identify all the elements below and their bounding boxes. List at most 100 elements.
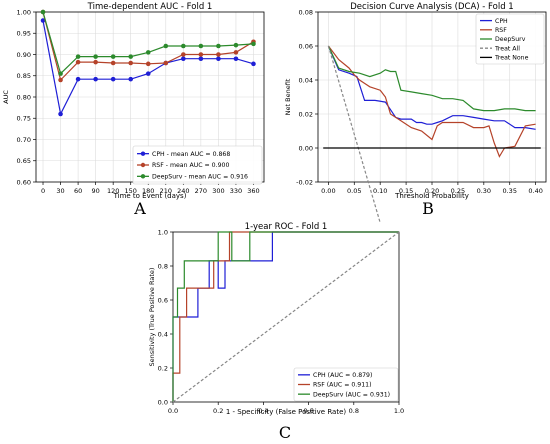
data-point bbox=[198, 52, 204, 57]
x-tick-label: 0.40 bbox=[528, 187, 542, 195]
legend-marker bbox=[140, 174, 146, 179]
x-tick-label: 0.30 bbox=[477, 187, 491, 195]
legend-label: DeepSurv bbox=[495, 36, 526, 43]
x-tick-label: 330 bbox=[230, 187, 242, 195]
data-point bbox=[110, 60, 116, 66]
data-point bbox=[198, 56, 204, 62]
y-tick-label: 0.90 bbox=[17, 51, 31, 59]
series-line-cph-auc-0-879 bbox=[172, 231, 399, 402]
x-tick-label: 0.6 bbox=[303, 407, 313, 415]
data-point bbox=[40, 9, 46, 15]
legend-label: CPH (AUC = 0.879) bbox=[313, 372, 372, 379]
y-axis-label: Sensitivity (True Positive Rate) bbox=[148, 268, 156, 367]
y-tick-label: 0.60 bbox=[17, 178, 31, 186]
x-tick-label: 300 bbox=[212, 187, 224, 195]
x-tick-label: 90 bbox=[91, 187, 99, 195]
y-tick-label: 0.85 bbox=[17, 72, 31, 80]
y-tick-label: 0.8 bbox=[158, 262, 168, 270]
x-axis-label: 1 - Specificity (False Positive Rate) bbox=[226, 408, 347, 416]
x-tick-label: 270 bbox=[195, 187, 207, 195]
y-tick-label: 0.65 bbox=[17, 157, 31, 165]
x-tick-label: 0.10 bbox=[373, 187, 387, 195]
data-point bbox=[251, 41, 256, 47]
y-tick-label: 0.4 bbox=[158, 330, 168, 338]
data-point bbox=[75, 54, 81, 59]
x-tick-label: 0.00 bbox=[321, 187, 335, 195]
series-line-deepsurv-auc-0-931 bbox=[172, 231, 399, 402]
x-tick-label: 240 bbox=[177, 187, 189, 195]
data-point bbox=[58, 71, 63, 76]
x-tick-label: 0.8 bbox=[349, 407, 359, 415]
x-tick-label: 0.2 bbox=[213, 407, 223, 415]
x-tick-label: 180 bbox=[142, 187, 154, 195]
legend-marker bbox=[140, 162, 146, 168]
data-point bbox=[58, 77, 63, 83]
x-axis-label: Time to Event (days) bbox=[113, 192, 187, 200]
chart-panel-A: 0 30 60 90 120 150 180 210 240 270 300 330 360 0.60 0.… bbox=[2, 2, 265, 218]
legend-label: CPH bbox=[495, 18, 508, 25]
series-line-reference bbox=[172, 231, 400, 403]
data-point bbox=[110, 54, 116, 59]
series-line-rsf bbox=[327, 45, 536, 158]
y-tick-label: 0.08 bbox=[299, 8, 313, 16]
chart-title: Time-dependent AUC - Fold 1 bbox=[87, 2, 213, 12]
x-tick-label: 360 bbox=[247, 187, 259, 195]
y-tick-label: 0.75 bbox=[17, 115, 31, 123]
series-line-treat-all bbox=[327, 45, 381, 223]
data-point bbox=[145, 50, 151, 55]
x-tick-label: 30 bbox=[56, 187, 64, 195]
data-point bbox=[93, 76, 98, 82]
x-tick-label: 210 bbox=[160, 187, 172, 195]
y-tick-label: -0.02 bbox=[296, 178, 313, 186]
series-line-deepsurv bbox=[327, 45, 536, 112]
data-point bbox=[216, 52, 221, 57]
series-line-cph bbox=[327, 45, 536, 130]
x-tick-label: 0.4 bbox=[258, 407, 268, 415]
legend-label: Treat None bbox=[494, 55, 529, 62]
data-point bbox=[128, 54, 134, 59]
x-tick-label: 120 bbox=[107, 187, 119, 195]
y-tick-label: 1.0 bbox=[158, 228, 168, 236]
data-point bbox=[233, 50, 239, 55]
data-point bbox=[75, 59, 81, 65]
x-tick-label: 0 bbox=[41, 187, 45, 195]
y-tick-label: 0.00 bbox=[299, 144, 313, 152]
y-tick-label: 0.6 bbox=[158, 296, 168, 304]
legend-label: CPH - mean AUC = 0.868 bbox=[152, 151, 230, 158]
data-point bbox=[216, 56, 221, 62]
data-point bbox=[198, 43, 204, 49]
data-point bbox=[233, 56, 239, 62]
panel-label: A bbox=[133, 199, 146, 218]
y-tick-label: 0.2 bbox=[158, 364, 168, 372]
data-point bbox=[110, 76, 116, 82]
data-point bbox=[251, 61, 256, 67]
data-point bbox=[181, 56, 186, 62]
y-tick-label: 0.06 bbox=[299, 42, 313, 50]
data-point bbox=[216, 43, 221, 49]
data-point bbox=[145, 61, 151, 67]
panel-label: C bbox=[279, 423, 291, 442]
legend-label: RSF (AUC = 0.911) bbox=[313, 382, 372, 389]
data-point bbox=[145, 71, 151, 76]
data-point bbox=[93, 54, 98, 59]
data-point bbox=[128, 76, 134, 82]
x-tick-label: 0.0 bbox=[168, 407, 178, 415]
y-axis-label: Net Benefit bbox=[284, 78, 292, 115]
data-point bbox=[233, 42, 239, 48]
y-tick-label: 0.0 bbox=[158, 398, 168, 406]
legend-box bbox=[132, 145, 263, 185]
legend-label: RSF - mean AUC = 0.900 bbox=[152, 162, 229, 169]
y-tick-label: 0.70 bbox=[17, 136, 31, 144]
y-tick-label: 0.04 bbox=[299, 76, 313, 84]
series-line-rsf-auc-0-911 bbox=[172, 231, 399, 402]
x-tick-label: 0.05 bbox=[347, 187, 361, 195]
x-tick-label: 60 bbox=[74, 187, 82, 195]
chart-panel-B: 0.00 0.05 0.10 0.15 0.20 0.25 0.30 0.35 0.40 -0.0… bbox=[284, 2, 547, 223]
data-point bbox=[40, 18, 46, 23]
legend-marker bbox=[140, 151, 146, 156]
data-point bbox=[58, 111, 63, 117]
y-tick-label: 0.95 bbox=[17, 30, 31, 38]
x-tick-label: 0.25 bbox=[451, 187, 465, 195]
x-tick-label: 0.20 bbox=[425, 187, 439, 195]
